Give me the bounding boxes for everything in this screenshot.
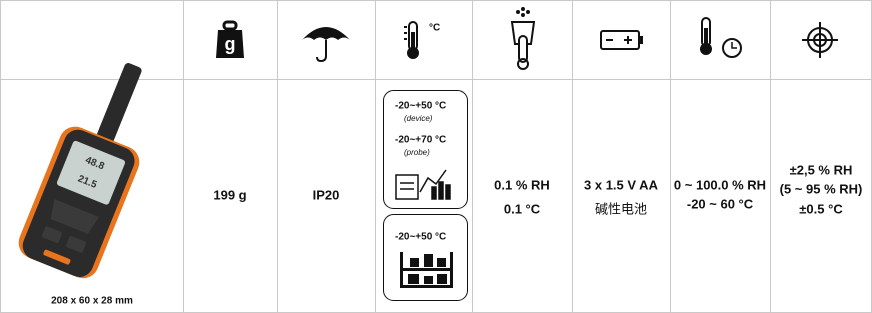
weight-icon: g	[216, 22, 244, 58]
weight-icon-label: g	[225, 34, 236, 54]
resolution: 0.1 °C	[504, 201, 541, 216]
thermometer-icon: °C	[404, 22, 440, 59]
resolution: 0.1 % RH	[494, 177, 550, 192]
battery: 3 x 1.5 V AA	[584, 177, 659, 192]
accuracy: ±2,5 % RH	[790, 162, 853, 177]
thermometer-clock-icon	[700, 18, 741, 57]
temp-range: -20~+70 °C	[395, 135, 446, 146]
battery: 碱性电池	[595, 201, 647, 216]
battery-icon	[601, 31, 643, 49]
protection: IP20	[313, 187, 340, 202]
measuring-range: -20 ~ 60 °C	[687, 196, 754, 211]
device-image: 48.8 21.5	[14, 49, 174, 283]
measuring-range: 0 ~ 100.0 % RH	[674, 177, 766, 192]
temp-range: -20~+50 °C	[395, 101, 446, 112]
spec-table: g °C 48.8 21.5	[0, 0, 872, 313]
humidity-icon	[512, 8, 534, 69]
umbrella-icon	[302, 27, 350, 61]
accuracy: (5 ~ 95 % RH)	[780, 181, 863, 196]
accuracy: ±0.5 °C	[799, 201, 843, 216]
storage-icon	[400, 252, 453, 288]
operating-icon	[396, 170, 450, 199]
accuracy-icon	[802, 22, 838, 58]
storage-range: -20~+50 °C	[395, 232, 446, 243]
temp-note: (device)	[404, 114, 433, 123]
temperature-icon-label: °C	[429, 23, 440, 34]
dimensions: 208 x 60 x 28 mm	[51, 296, 133, 307]
temp-note: (probe)	[404, 148, 430, 157]
weight: 199 g	[213, 187, 246, 202]
